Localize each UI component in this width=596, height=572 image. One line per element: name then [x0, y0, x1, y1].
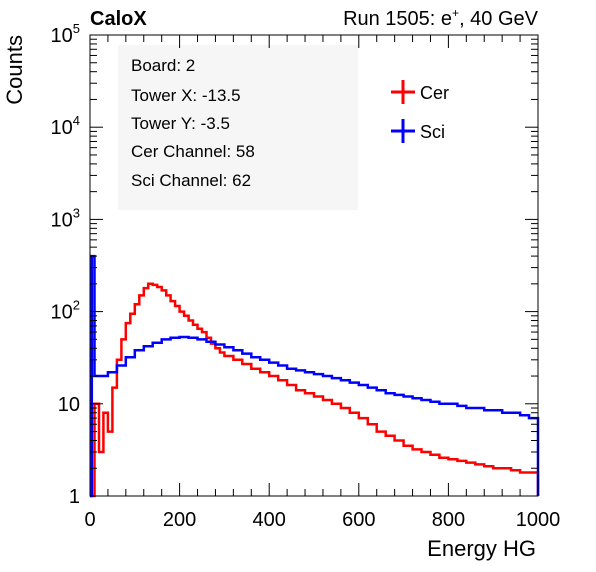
- x-tick-label: 600: [342, 509, 375, 531]
- series-line-cer: [90, 282, 540, 498]
- tick-labels: 0 200 400 600 800 1000 1 10 102 103 104 105: [51, 21, 561, 531]
- y-axis-label: Counts: [2, 35, 27, 105]
- y-tick-label: 105: [51, 21, 80, 47]
- y-tick-label: 103: [51, 205, 80, 231]
- plot-frame: [89, 34, 539, 497]
- legend: Cer Sci: [391, 80, 449, 143]
- info-cer-channel: Cer Channel: 58: [131, 142, 255, 161]
- info-box-background: [118, 45, 358, 210]
- x-tick-label: 200: [163, 509, 196, 531]
- series-layer: [90, 254, 540, 498]
- x-axis-label: Energy HG: [427, 536, 536, 561]
- chart-title-right: Run 1505: e+, 40 GeV: [343, 6, 539, 30]
- y-tick-label: 1: [69, 486, 80, 508]
- info-box: Board: 2 Tower X: -13.5 Tower Y: -3.5 Ce…: [131, 56, 255, 190]
- series-line-sci: [90, 254, 540, 498]
- info-sci-channel: Sci Channel: 62: [131, 171, 251, 190]
- chart-title-left: CaloX: [90, 8, 147, 30]
- y-tick-label: 102: [51, 298, 80, 324]
- x-tick-label: 400: [253, 509, 286, 531]
- y-tick-label: 104: [51, 113, 80, 139]
- x-tick-label: 800: [432, 509, 465, 531]
- y-tick-label: 10: [58, 394, 80, 416]
- legend-label-sci: Sci: [420, 122, 445, 142]
- x-tick-label: 1000: [516, 509, 561, 531]
- legend-label-cer: Cer: [420, 83, 449, 103]
- info-tower-x: Tower X: -13.5: [131, 86, 241, 105]
- info-tower-y: Tower Y: -3.5: [131, 114, 230, 133]
- info-board: Board: 2: [131, 56, 195, 75]
- ticks-layer: [89, 34, 539, 497]
- x-tick-label: 0: [84, 509, 95, 531]
